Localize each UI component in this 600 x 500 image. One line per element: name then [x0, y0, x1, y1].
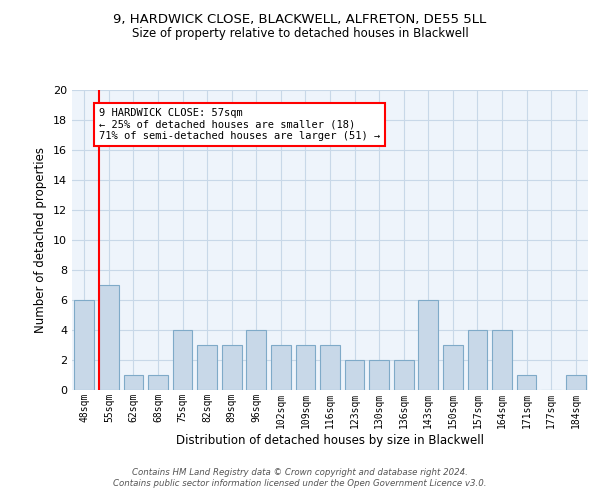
Bar	[148, 375, 168, 390]
Bar	[517, 375, 536, 390]
Bar	[296, 345, 315, 390]
Bar	[467, 330, 487, 390]
Bar	[99, 285, 119, 390]
Bar	[74, 300, 94, 390]
Bar	[394, 360, 413, 390]
Bar	[124, 375, 143, 390]
Text: Size of property relative to detached houses in Blackwell: Size of property relative to detached ho…	[131, 28, 469, 40]
Bar	[197, 345, 217, 390]
Bar	[370, 360, 389, 390]
Bar	[418, 300, 438, 390]
Bar	[492, 330, 512, 390]
X-axis label: Distribution of detached houses by size in Blackwell: Distribution of detached houses by size …	[176, 434, 484, 446]
Bar	[247, 330, 266, 390]
Text: Contains HM Land Registry data © Crown copyright and database right 2024.
Contai: Contains HM Land Registry data © Crown c…	[113, 468, 487, 487]
Bar	[222, 345, 242, 390]
Bar	[443, 345, 463, 390]
Text: 9 HARDWICK CLOSE: 57sqm
← 25% of detached houses are smaller (18)
71% of semi-de: 9 HARDWICK CLOSE: 57sqm ← 25% of detache…	[99, 108, 380, 141]
Bar	[173, 330, 193, 390]
Bar	[345, 360, 364, 390]
Y-axis label: Number of detached properties: Number of detached properties	[34, 147, 47, 333]
Bar	[320, 345, 340, 390]
Bar	[271, 345, 290, 390]
Text: 9, HARDWICK CLOSE, BLACKWELL, ALFRETON, DE55 5LL: 9, HARDWICK CLOSE, BLACKWELL, ALFRETON, …	[113, 12, 487, 26]
Bar	[566, 375, 586, 390]
